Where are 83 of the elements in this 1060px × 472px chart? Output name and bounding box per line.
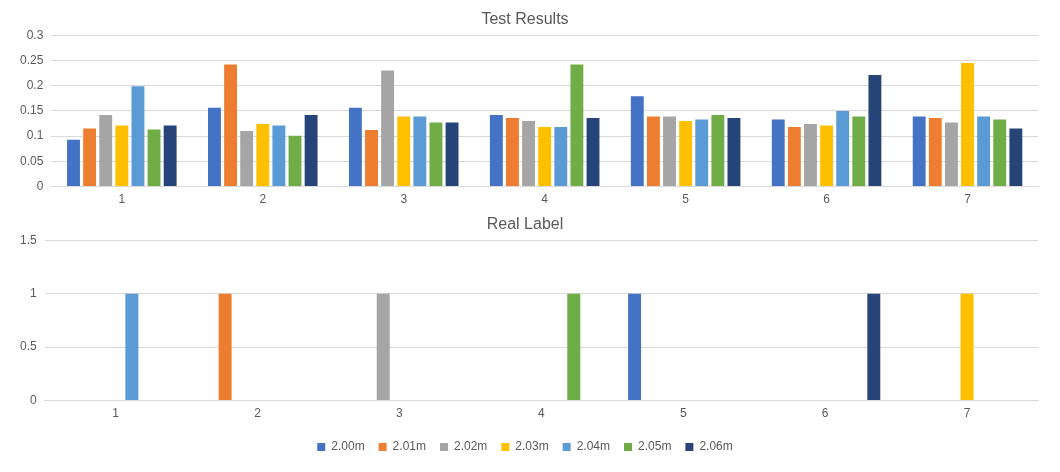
bar bbox=[727, 117, 741, 187]
bar bbox=[348, 107, 362, 187]
chart-title: Test Results bbox=[481, 10, 569, 28]
bar bbox=[928, 117, 942, 187]
bar bbox=[365, 130, 378, 187]
y-tick-label: 0.2 bbox=[26, 77, 44, 92]
bar bbox=[646, 116, 660, 187]
bar bbox=[256, 124, 270, 187]
x-tick-label: 1 bbox=[118, 192, 126, 207]
legend-label: 2.04m bbox=[576, 439, 611, 454]
bar bbox=[147, 129, 161, 187]
bar bbox=[131, 86, 145, 187]
x-tick-label: 7 bbox=[964, 192, 972, 207]
bar bbox=[554, 127, 568, 187]
bar bbox=[961, 62, 974, 187]
x-tick-label: 4 bbox=[538, 406, 545, 421]
x-tick-label: 6 bbox=[821, 406, 829, 421]
bar bbox=[912, 116, 926, 187]
x-tick-label: 2 bbox=[259, 192, 267, 207]
bar bbox=[397, 116, 411, 187]
bar bbox=[630, 96, 644, 187]
bar bbox=[83, 128, 97, 187]
bar bbox=[445, 122, 459, 187]
bar bbox=[679, 120, 693, 187]
x-tick-label: 1 bbox=[112, 406, 120, 421]
legend-label: 2.05m bbox=[638, 439, 672, 454]
bar bbox=[240, 131, 254, 187]
y-tick-label: 0 bbox=[29, 392, 37, 407]
bar bbox=[413, 116, 427, 187]
chart-title: Real Label bbox=[486, 215, 564, 233]
y-tick-label: 0.25 bbox=[20, 52, 44, 67]
bar bbox=[570, 64, 584, 187]
y-tick-label: 0.1 bbox=[26, 128, 44, 143]
legend-label: 2.00m bbox=[331, 439, 365, 454]
bar bbox=[993, 119, 1007, 187]
x-tick-label: 2 bbox=[254, 406, 262, 421]
legend-label: 2.01m bbox=[392, 439, 426, 454]
bar bbox=[820, 125, 834, 187]
bar bbox=[272, 125, 286, 187]
bar bbox=[99, 114, 113, 187]
x-tick-label: 6 bbox=[823, 192, 831, 207]
legend-label: 2.06m bbox=[699, 439, 733, 454]
y-tick-label: 0.05 bbox=[20, 153, 44, 168]
bar bbox=[208, 107, 221, 187]
bar bbox=[288, 135, 302, 187]
bar bbox=[67, 139, 80, 187]
bar bbox=[115, 125, 129, 187]
bar bbox=[944, 122, 958, 187]
y-tick-label: 1.5 bbox=[19, 232, 37, 247]
bar bbox=[429, 122, 443, 187]
bar bbox=[1009, 128, 1023, 187]
bar bbox=[977, 116, 991, 187]
y-tick-label: 0 bbox=[36, 178, 44, 193]
y-tick-label: 0.3 bbox=[26, 27, 44, 42]
y-tick-label: 1 bbox=[29, 285, 37, 300]
x-tick-label: 7 bbox=[963, 406, 971, 421]
legend-label: 2.03m bbox=[515, 439, 549, 454]
x-tick-label: 5 bbox=[679, 406, 687, 421]
x-tick-label: 3 bbox=[400, 192, 408, 207]
x-tick-label: 5 bbox=[682, 192, 690, 207]
bar bbox=[586, 117, 600, 187]
y-tick-label: 0.15 bbox=[20, 103, 44, 118]
bar bbox=[381, 70, 395, 187]
bar bbox=[868, 75, 882, 187]
bar bbox=[224, 64, 238, 187]
x-tick-label: 4 bbox=[541, 192, 549, 207]
bar bbox=[663, 116, 676, 187]
bar bbox=[538, 127, 552, 187]
bar bbox=[787, 127, 801, 187]
bar bbox=[836, 110, 850, 187]
x-tick-label: 3 bbox=[396, 406, 404, 421]
bar bbox=[489, 114, 503, 187]
y-tick-label: 0.5 bbox=[19, 339, 37, 354]
bar bbox=[522, 120, 536, 187]
bar bbox=[304, 114, 318, 187]
bar bbox=[695, 119, 709, 187]
legend-label: 2.02m bbox=[453, 439, 488, 454]
bar bbox=[711, 114, 725, 187]
bar bbox=[771, 119, 785, 187]
bar bbox=[852, 116, 866, 187]
bar bbox=[804, 124, 817, 187]
bar bbox=[163, 125, 177, 187]
bar bbox=[506, 117, 519, 187]
